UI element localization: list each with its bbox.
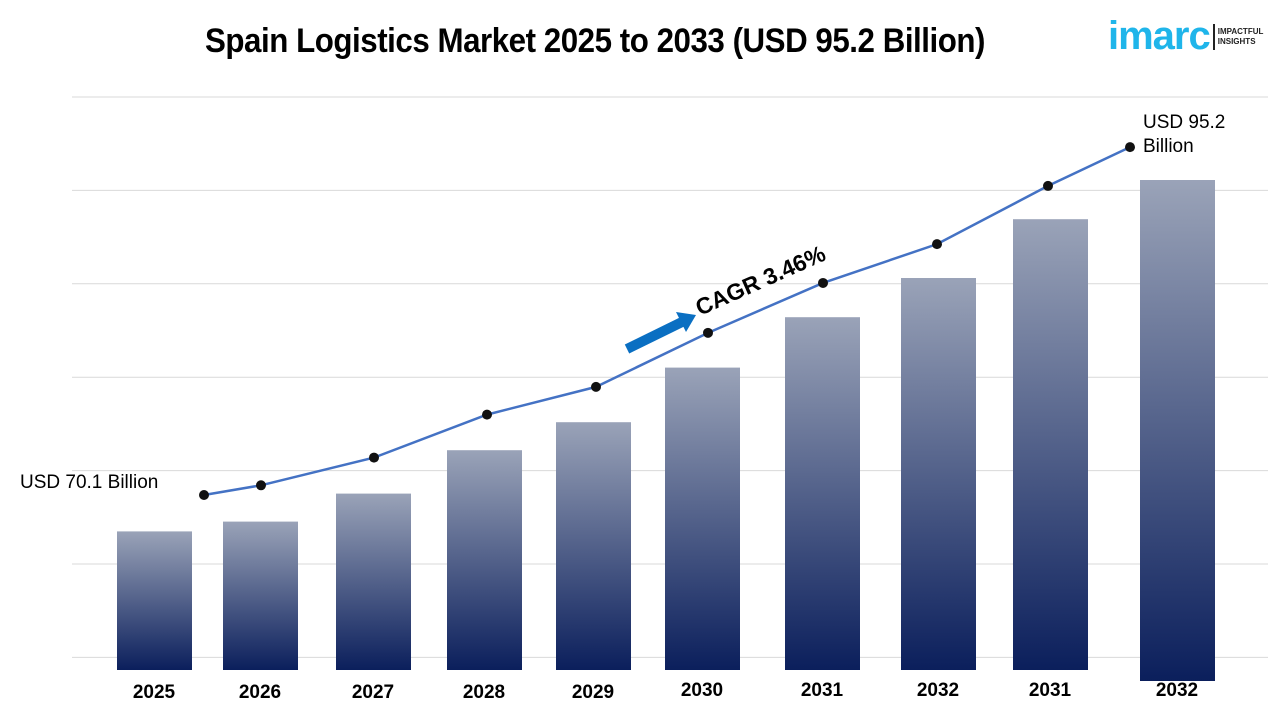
bar: [1140, 180, 1215, 681]
bar: [785, 317, 860, 670]
x-tick-label: 2029: [572, 682, 614, 703]
data-point: [703, 327, 713, 338]
logo-brand: imarc: [1108, 14, 1211, 58]
bar: [117, 531, 192, 670]
data-point: [1043, 180, 1053, 191]
x-tick-label: 2031: [801, 680, 844, 701]
logo-divider: [1212, 23, 1215, 50]
data-point: [818, 277, 828, 288]
bar: [336, 493, 411, 670]
bar: [223, 521, 298, 670]
bar: [1013, 219, 1088, 670]
x-tick-label: 2026: [239, 682, 281, 703]
data-point: [591, 381, 601, 392]
x-tick-label: 2025: [133, 682, 176, 703]
x-tick-label: 2032: [1156, 680, 1198, 701]
data-point: [199, 490, 209, 500]
x-tick-label: 2031: [1029, 680, 1072, 701]
trend-line: [203, 145, 1131, 497]
x-tick-label: 2030: [681, 680, 723, 701]
bar: [901, 278, 976, 670]
chart-title: Spain Logistics Market 2025 to 2033 (USD…: [204, 22, 986, 60]
imarc-logo: imarc IMPACTFUL INSIGHTS: [1108, 14, 1263, 59]
bar: [556, 422, 631, 670]
logo-tagline: IMPACTFUL INSIGHTS: [1217, 26, 1264, 46]
end-value-label-line1: USD 95.2: [1143, 112, 1225, 133]
x-tick-label: 2032: [917, 680, 959, 701]
x-tick-label: 2027: [352, 682, 394, 703]
x-tick-label: 2028: [463, 682, 505, 703]
data-point: [932, 239, 942, 250]
data-point: [482, 409, 492, 420]
bar: [665, 367, 740, 670]
data-point: [1125, 142, 1135, 153]
cagr-label: CAGR 3.46%: [691, 240, 829, 320]
start-value-label: USD 70.1 Billion: [20, 472, 158, 493]
bar: [447, 450, 522, 670]
end-value-label-line2: Billion: [1143, 136, 1194, 157]
data-point: [256, 480, 266, 491]
cagr-arrow-icon: [624, 312, 696, 354]
data-point: [369, 452, 379, 463]
